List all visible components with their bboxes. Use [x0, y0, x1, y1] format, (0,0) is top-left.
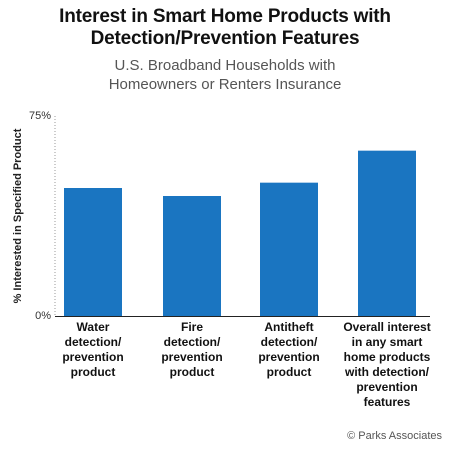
x-category-label-line: prevention: [62, 350, 123, 364]
x-category-label-line: product: [170, 365, 215, 379]
x-category-label-line: prevention: [161, 350, 222, 364]
y-axis-title: % Interested in Specified Product: [12, 128, 24, 303]
x-category-label-line: product: [71, 365, 116, 379]
chart-title-line-2: Detection/Prevention Features: [90, 28, 360, 49]
x-category-label-line: with detection/: [344, 365, 430, 379]
x-category-label-line: detection/: [164, 335, 221, 349]
x-category-label-1: Water detection/prevention product: [62, 320, 123, 379]
x-category-label-4: Overall interest in any smart home product…: [343, 320, 430, 409]
source-credit: © Parks Associates: [347, 430, 442, 442]
x-category-label-line: Water: [77, 320, 110, 334]
x-category-label-line: Overall interest: [343, 320, 430, 334]
x-category-label-line: home products: [344, 350, 431, 364]
x-category-label-line: Antitheft: [264, 320, 313, 334]
x-category-label-line: prevention: [356, 380, 417, 394]
chart-subtitle-line-1: U.S. Broadband Households with: [114, 57, 336, 74]
y-tick-label-1: 75%: [29, 110, 51, 122]
bar-3: [260, 182, 318, 316]
x-category-label-line: product: [267, 365, 312, 379]
x-category-label-line: features: [364, 395, 411, 409]
chart-subtitle: U.S. Broadband Households with Homeowner…: [0, 56, 450, 94]
y-tick-label-0: 0%: [35, 310, 51, 322]
x-category-label-line: detection/: [65, 335, 122, 349]
bar-2: [163, 196, 221, 316]
chart-subtitle-line-2: Homeowners or Renters Insurance: [108, 76, 342, 93]
x-category-label-line: in any smart: [352, 335, 423, 349]
x-category-label-line: Fire: [181, 320, 203, 334]
bar-1: [64, 188, 122, 316]
chart-title: Interest in Smart Home Products with Det…: [0, 6, 450, 50]
bar-4: [358, 150, 416, 316]
chart-title-line-1: Interest in Smart Home Products with: [59, 6, 391, 27]
x-category-label-line: prevention: [258, 350, 319, 364]
x-category-label-line: detection/: [261, 335, 318, 349]
x-category-label-2: Fire detection/prevention product: [161, 320, 222, 379]
x-category-label-3: Antitheft detection/prevention product: [258, 320, 319, 379]
